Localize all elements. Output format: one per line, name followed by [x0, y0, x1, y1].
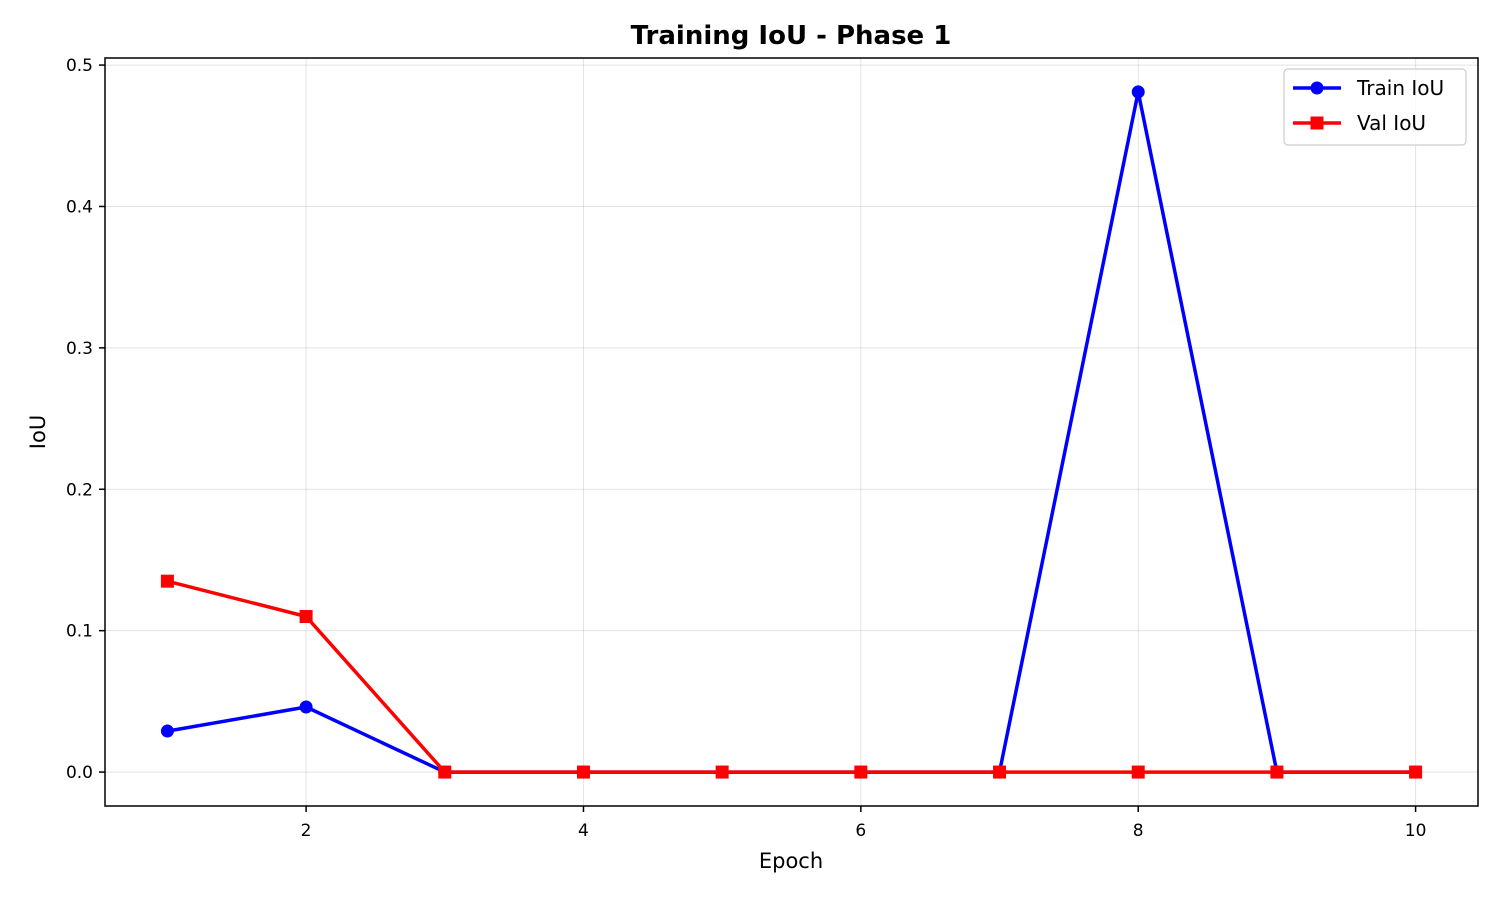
data-point	[1131, 85, 1145, 99]
x-tick-label: 8	[1133, 821, 1144, 841]
chart-title: Training IoU - Phase 1	[631, 21, 952, 51]
data-point	[299, 610, 313, 624]
grid	[105, 58, 1478, 806]
legend-label: Train IoU	[1356, 76, 1444, 100]
legend-marker	[1310, 81, 1324, 95]
plot-frame	[104, 57, 1479, 807]
data-point	[160, 724, 174, 738]
data-point	[854, 765, 868, 779]
series-line	[166, 579, 1416, 774]
data-point	[160, 574, 174, 588]
data-point	[1270, 765, 1284, 779]
y-tick-label: 0.4	[66, 197, 93, 217]
series-1	[160, 574, 1423, 779]
x-tick-label: 4	[578, 821, 589, 841]
x-tick-label: 6	[855, 821, 866, 841]
data-point	[1131, 765, 1145, 779]
plot-series	[160, 85, 1423, 779]
data-point	[576, 765, 590, 779]
data-point	[438, 765, 452, 779]
axis-ticks: 2 4 6 8 10 0.0 0.1 0.2 0.3 0.4 0.5	[66, 56, 1426, 841]
y-tick-label: 0.5	[66, 56, 93, 76]
data-point	[1409, 765, 1423, 779]
data-point	[993, 765, 1007, 779]
legend-label: Val IoU	[1357, 111, 1426, 135]
x-tick-label: 10	[1405, 821, 1427, 841]
y-tick-label: 0.2	[66, 480, 93, 500]
y-tick-label: 0.1	[66, 622, 93, 642]
legend: Train IoU Val IoU	[1283, 68, 1467, 146]
y-tick-label: 0.3	[66, 339, 93, 359]
series-0	[160, 85, 1423, 779]
legend-marker	[1310, 116, 1324, 130]
data-point	[299, 700, 313, 714]
y-axis-label: IoU	[26, 415, 50, 449]
y-tick-label: 0.0	[66, 763, 93, 783]
data-point	[715, 765, 729, 779]
x-tick-label: 2	[301, 821, 312, 841]
x-axis-label: Epoch	[759, 849, 823, 873]
